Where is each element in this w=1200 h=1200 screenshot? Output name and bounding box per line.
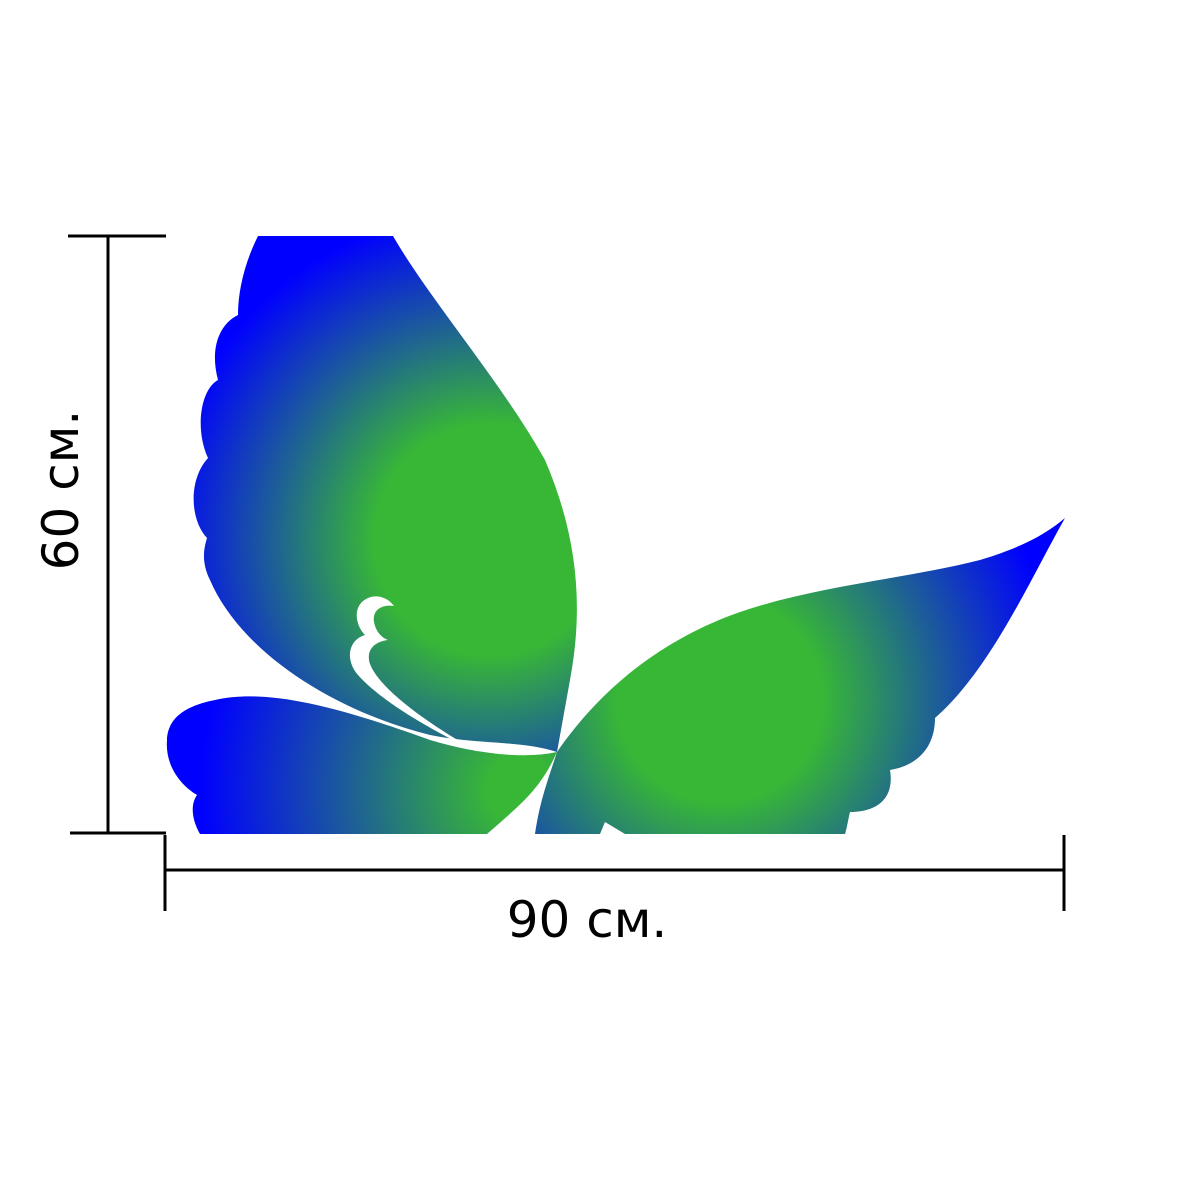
wing-curl-accent [349,596,478,752]
right-wing [535,518,1065,834]
width-label: 90 см. [507,891,668,949]
butterfly [166,236,1065,834]
height-dimension [68,234,166,835]
height-label: 60 см. [32,410,90,571]
lower-left-wing [166,696,557,834]
upper-left-wing [193,236,577,752]
width-dimension [163,835,1066,911]
